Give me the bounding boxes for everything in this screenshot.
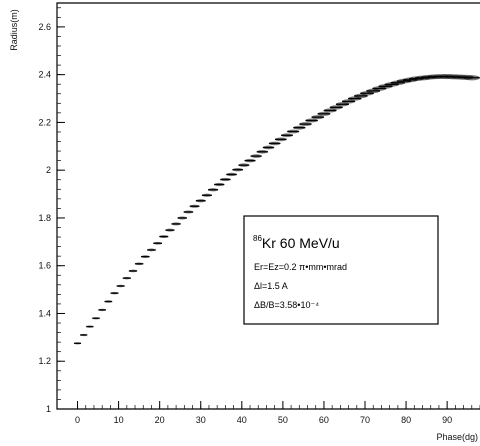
legend-title-text: Kr 60 MeV/u (262, 235, 340, 251)
x-tick-label: 10 (114, 415, 124, 425)
legend-current-spread: Δl=1.5 A (254, 281, 288, 291)
y-tick-label: 2.6 (38, 22, 51, 32)
x-tick-label: 60 (319, 415, 329, 425)
legend-emittance: Er=Ez=0.2 π•mm•mrad (254, 262, 347, 272)
tick-labels: 1 1.2 1.4 1.6 1.8 2 2.2 2.4 2.6 0 10 20 30 40 50 60 70 80… (38, 22, 452, 425)
legend-field-error: ΔB/B=3.58•10⁻⁴ (254, 300, 319, 310)
y-tick-label: 1.8 (38, 213, 51, 223)
y-tick-label: 2.4 (38, 70, 51, 80)
legend-isotope-mass: 86 (253, 234, 262, 243)
axes (56, 2, 480, 410)
x-tick-label: 0 (75, 415, 80, 425)
y-tick-label: 1.6 (38, 261, 51, 271)
legend-title: 86Kr 60 MeV/u (253, 234, 340, 251)
y-tick-label: 2 (46, 165, 51, 175)
data-marks (74, 74, 480, 345)
y-axis-title: Radius(m) (9, 9, 19, 51)
x-tick-label: 70 (360, 415, 370, 425)
x-tick-label: 90 (442, 415, 452, 425)
x-tick-label: 30 (196, 415, 206, 425)
x-tick-label: 80 (401, 415, 411, 425)
y-tick-label: 2.2 (38, 117, 51, 127)
plot-frame (56, 2, 480, 410)
x-tick-label: 50 (278, 415, 288, 425)
y-tick-label: 1.2 (38, 356, 51, 366)
x-tick-label: 40 (237, 415, 247, 425)
x-tick-label: 20 (155, 415, 165, 425)
y-tick-label: 1 (46, 404, 51, 414)
x-axis-title: Phase(dg) (436, 432, 478, 442)
y-tick-label: 1.4 (38, 308, 51, 318)
legend-box: 86Kr 60 MeV/u Er=Ez=0.2 π•mm•mrad Δl=1.5… (243, 215, 439, 325)
legend-frame (243, 215, 439, 325)
